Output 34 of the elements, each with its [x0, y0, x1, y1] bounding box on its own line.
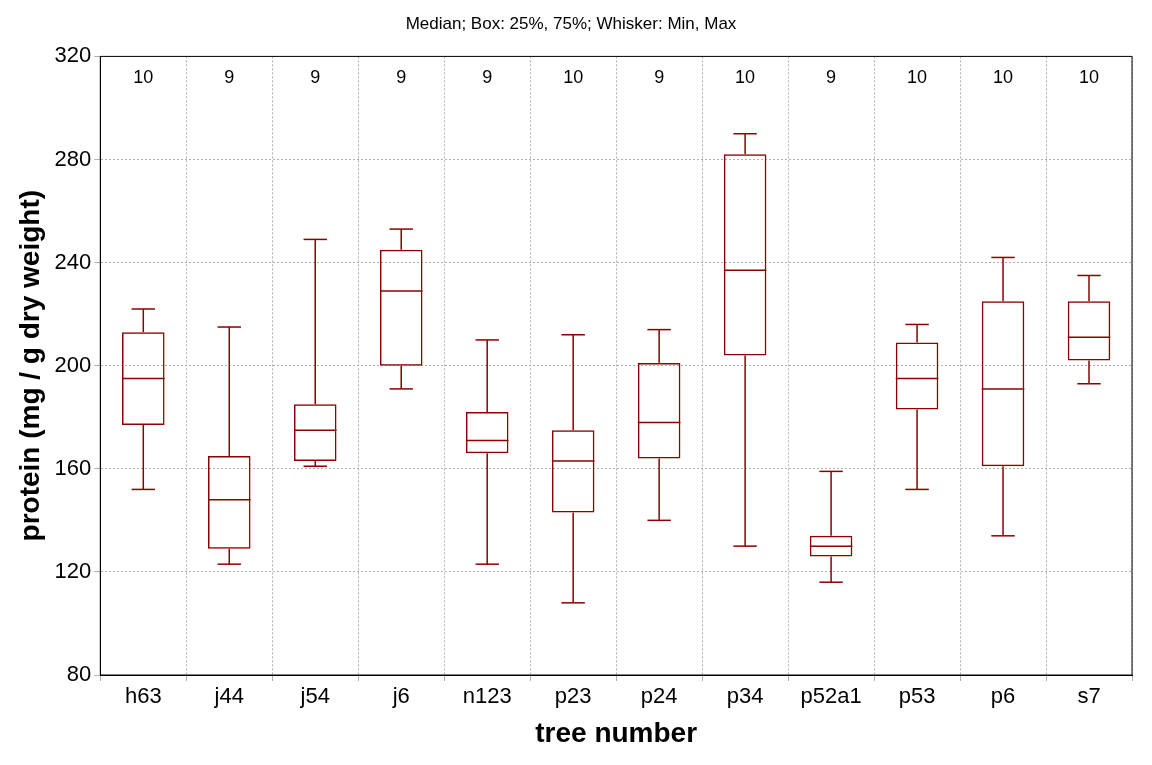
chart-title: Median; Box: 25%, 75%; Whisker: Min, Max	[405, 13, 737, 33]
annotation: 10	[993, 67, 1014, 88]
x-tick-label: n123	[462, 683, 512, 709]
annotation: 9	[310, 67, 321, 88]
y-tick-label: 240	[54, 248, 92, 274]
x-tick-label: j6	[391, 683, 410, 709]
y-tick-label: 80	[66, 661, 92, 687]
annotation: 9	[826, 67, 837, 88]
x-tick-label: p23	[554, 683, 592, 709]
y-axis-title: protein (mg / g dry weight)	[13, 189, 45, 542]
y-tick-label: 320	[54, 42, 92, 68]
x-axis-title: tree number	[535, 716, 698, 748]
annotation: 10	[1079, 67, 1100, 88]
annotation: 9	[654, 67, 665, 88]
annotation: 10	[563, 67, 584, 88]
x-tick-label: p24	[640, 683, 678, 709]
x-tick-label: p6	[990, 683, 1016, 709]
y-tick-label: 200	[54, 351, 92, 377]
annotation: 9	[482, 67, 493, 88]
x-tick-label: j44	[213, 683, 244, 709]
annotation: 10	[133, 67, 154, 88]
x-tick-label: h63	[124, 683, 162, 709]
x-tick-label: s7	[1077, 683, 1101, 709]
x-tick-label: p53	[898, 683, 936, 709]
annotation: 9	[224, 67, 235, 88]
y-tick-label: 280	[54, 145, 92, 171]
x-tick-label: p34	[726, 683, 764, 709]
annotation: 9	[396, 67, 407, 88]
y-tick-label: 120	[54, 557, 92, 583]
annotation: 10	[735, 67, 756, 88]
x-tick-label: p52a1	[800, 683, 862, 709]
x-tick-label: j54	[299, 683, 330, 709]
annotation: 10	[907, 67, 928, 88]
y-tick-label: 160	[54, 454, 92, 480]
